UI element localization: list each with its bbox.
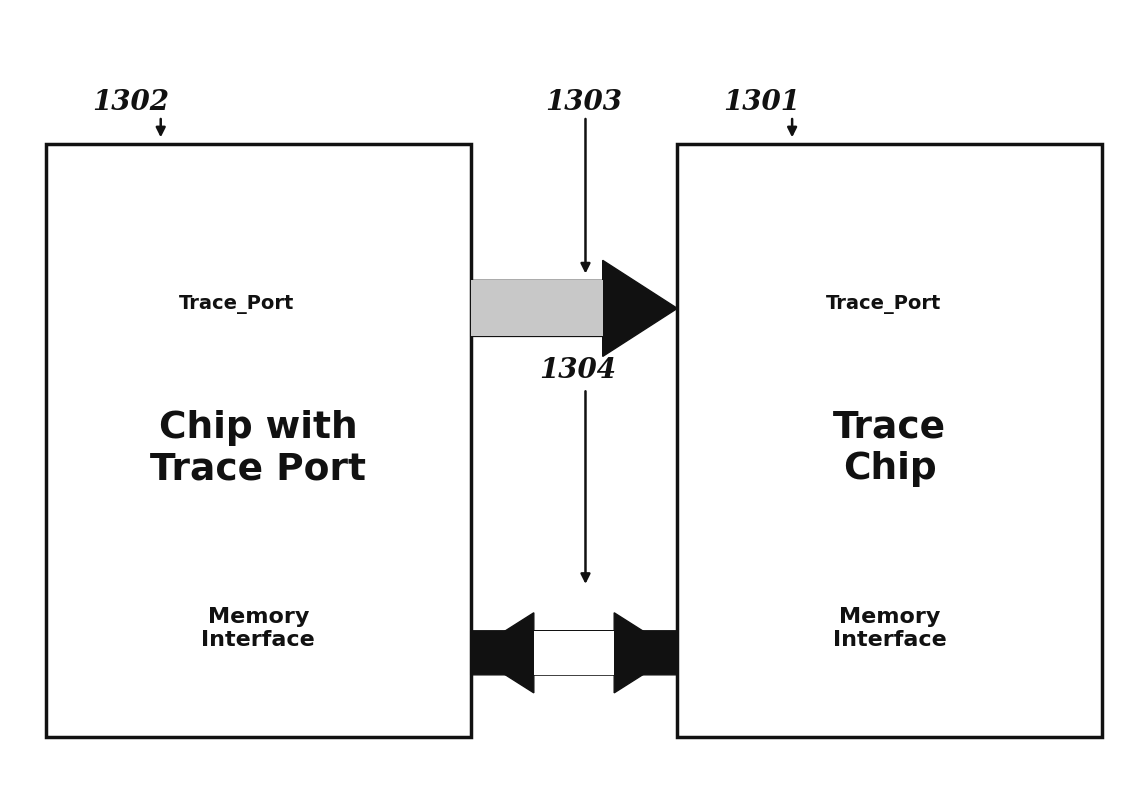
Text: 1304: 1304 (540, 357, 616, 384)
FancyArrow shape (471, 613, 677, 693)
Bar (471, 280, 603, 336)
FancyArrow shape (471, 613, 677, 693)
Text: Chip with
Trace Port: Chip with Trace Port (150, 410, 366, 487)
Text: 1303: 1303 (545, 89, 622, 116)
Text: Memory
Interface: Memory Interface (201, 607, 316, 650)
Text: 1302: 1302 (92, 89, 169, 116)
Bar (534, 631, 614, 674)
Text: Memory
Interface: Memory Interface (832, 607, 947, 650)
Text: Trace
Chip: Trace Chip (833, 410, 946, 487)
Text: Trace_Port: Trace_Port (179, 295, 295, 314)
FancyArrow shape (471, 260, 677, 356)
Text: 1301: 1301 (723, 89, 800, 116)
Text: Trace_Port: Trace_Port (827, 295, 941, 314)
Bar (46, 144, 471, 737)
Bar (677, 144, 1102, 737)
